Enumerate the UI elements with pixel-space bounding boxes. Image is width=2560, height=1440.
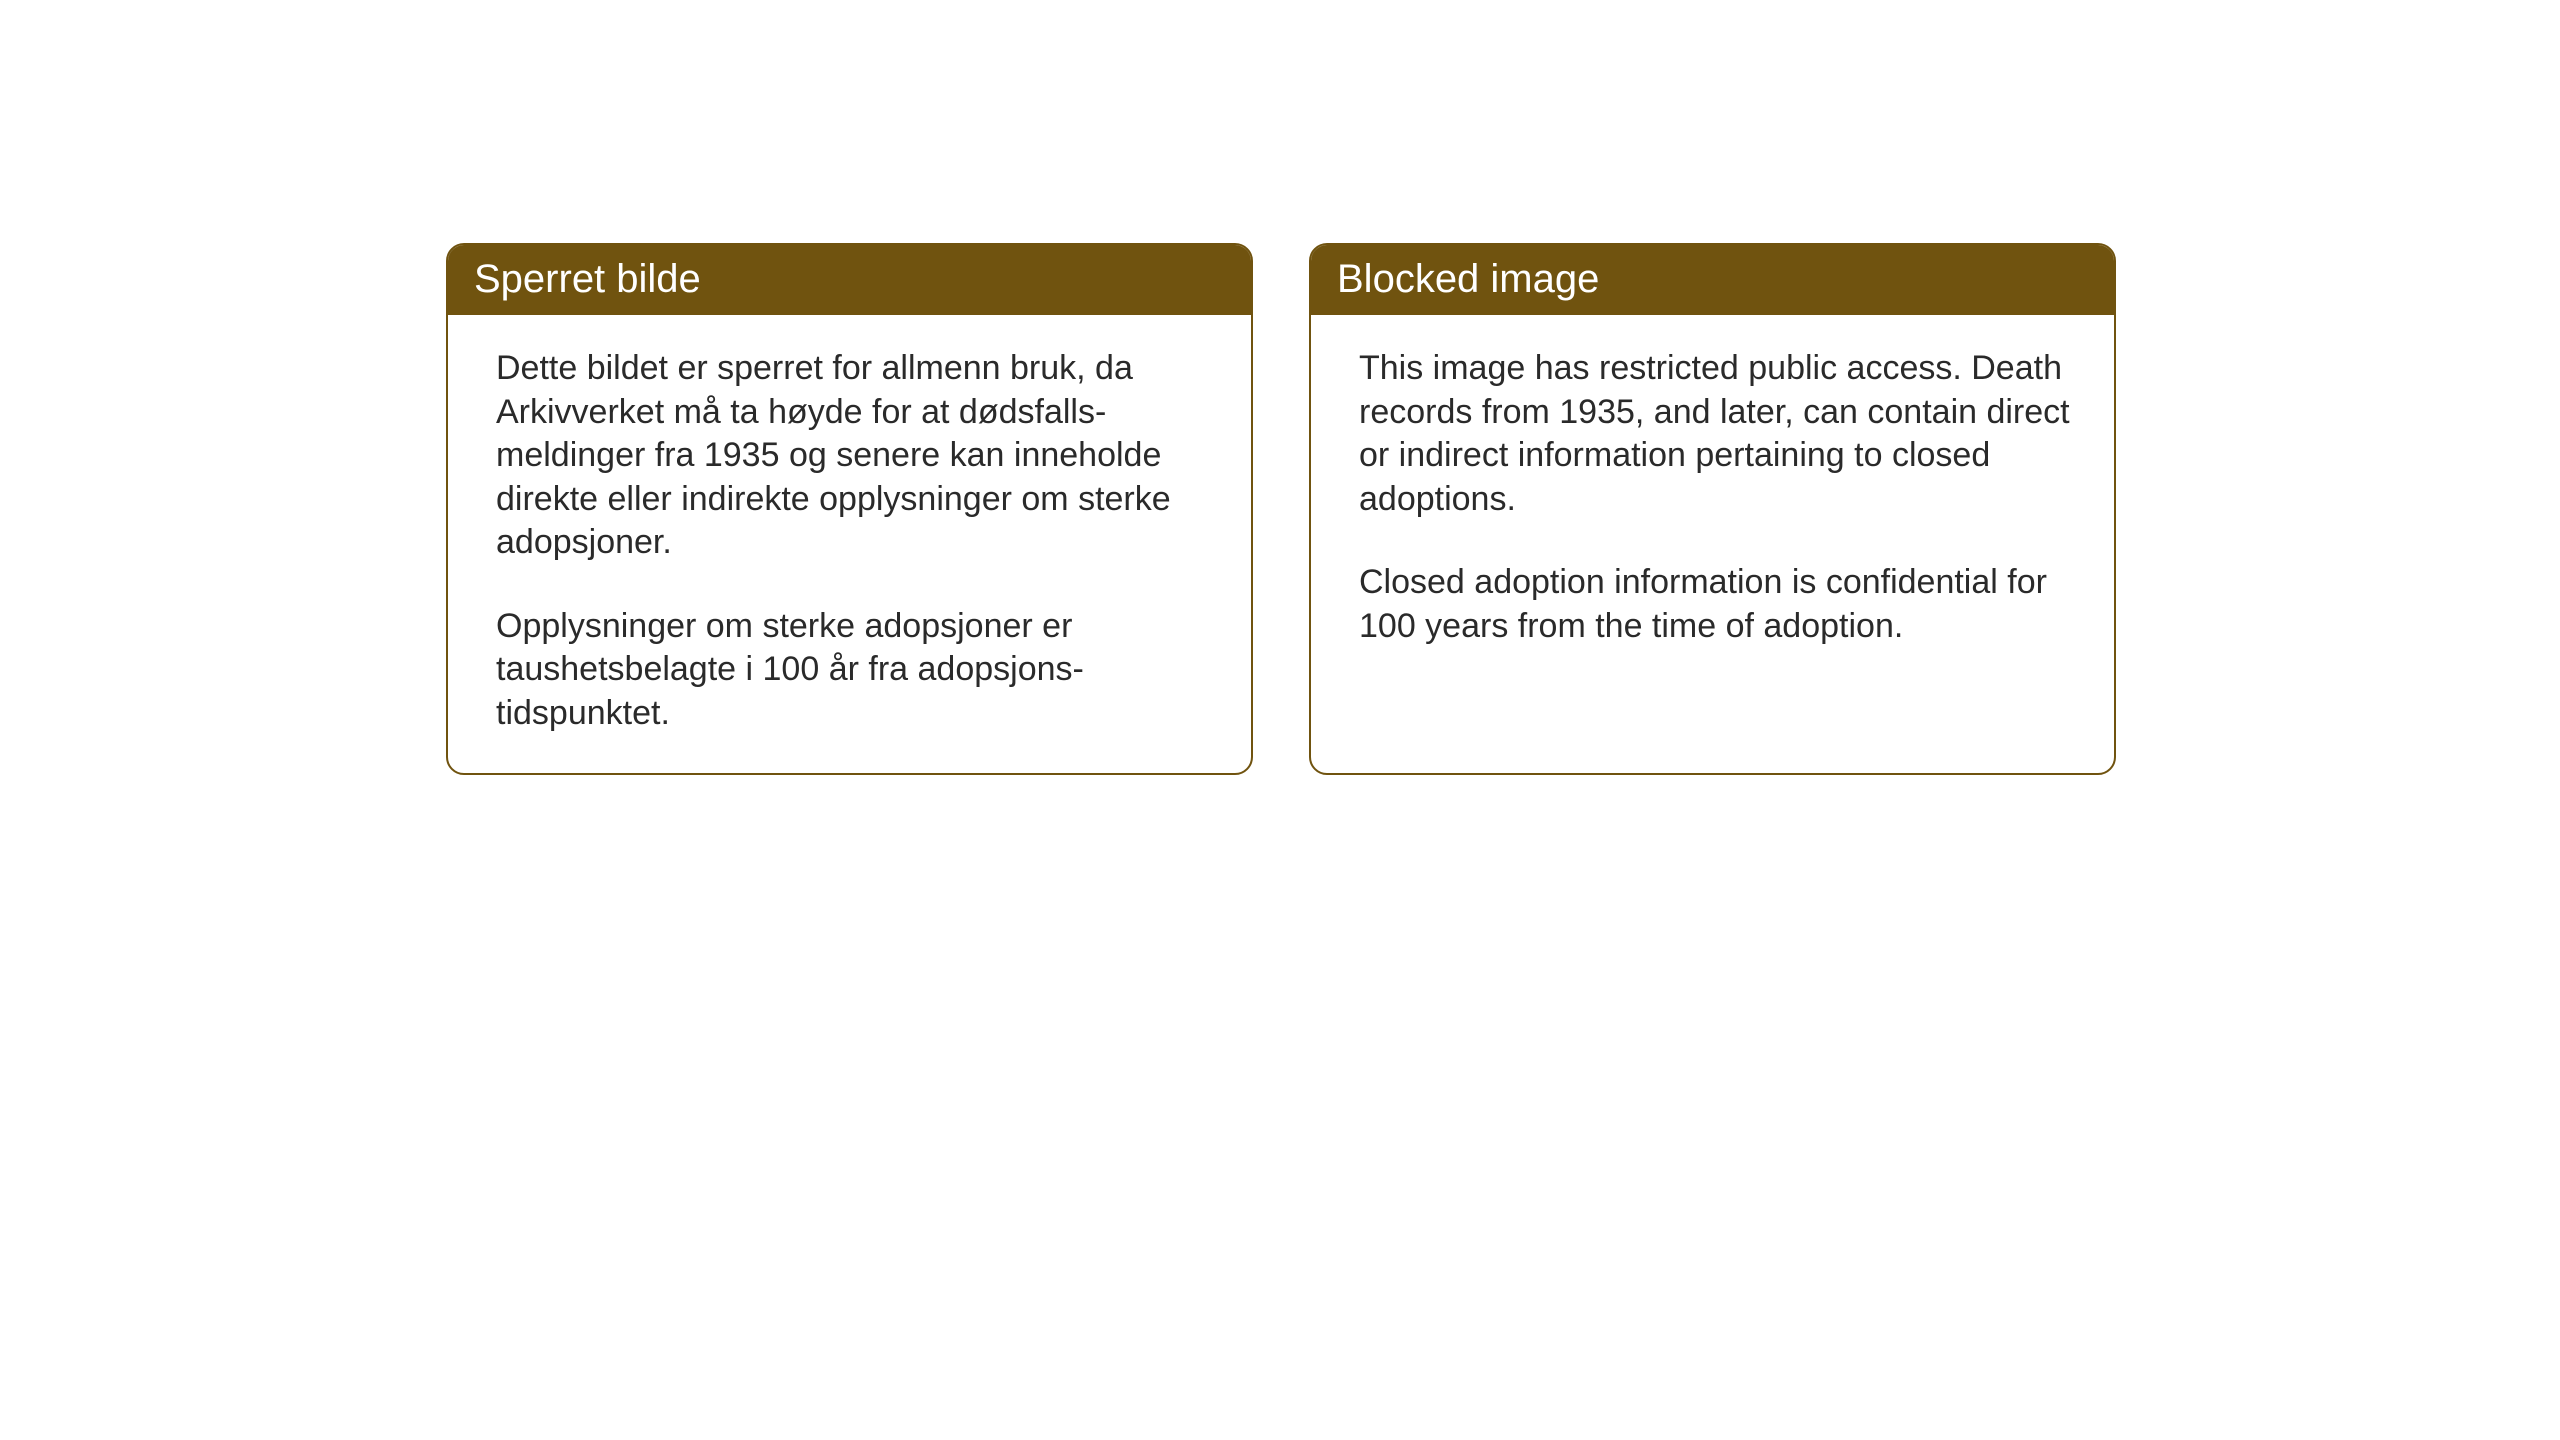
paragraph-text: Closed adoption information is confident… [1359, 561, 2070, 648]
paragraph-text: Opplysninger om sterke adopsjoner er tau… [496, 605, 1207, 736]
panel-body-norwegian: Dette bildet er sperret for allmenn bruk… [448, 315, 1251, 773]
panel-header-norwegian: Sperret bilde [448, 245, 1251, 315]
panel-norwegian: Sperret bilde Dette bildet er sperret fo… [446, 243, 1253, 775]
panel-body-english: This image has restricted public access.… [1311, 315, 2114, 686]
panel-header-english: Blocked image [1311, 245, 2114, 315]
panels-container: Sperret bilde Dette bildet er sperret fo… [446, 243, 2116, 775]
paragraph-text: Dette bildet er sperret for allmenn bruk… [496, 347, 1207, 565]
panel-english: Blocked image This image has restricted … [1309, 243, 2116, 775]
paragraph-text: This image has restricted public access.… [1359, 347, 2070, 521]
